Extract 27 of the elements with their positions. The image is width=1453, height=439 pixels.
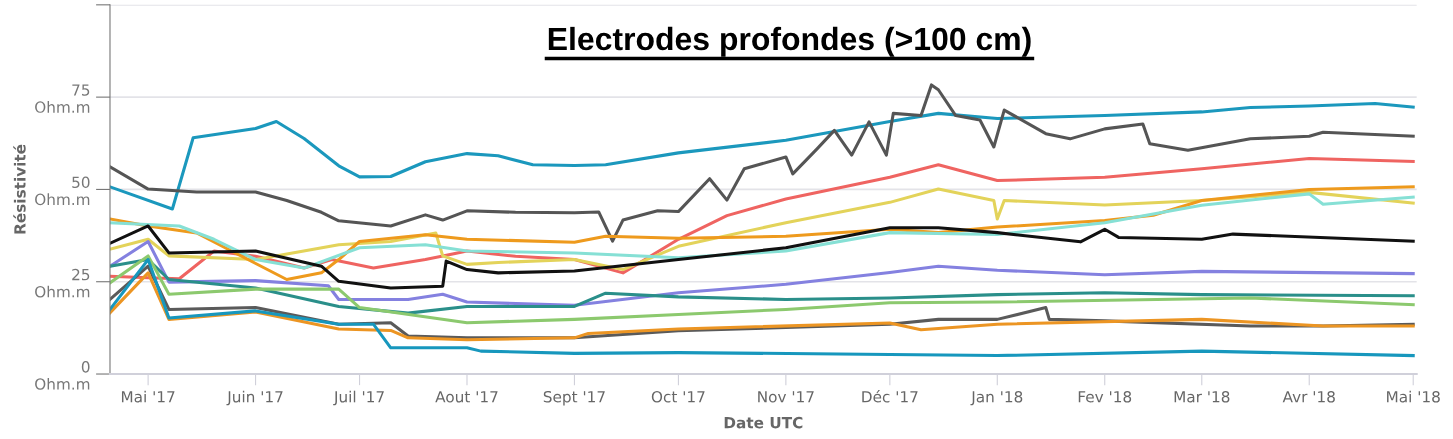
x-tick-label: Mar '18 [1174, 390, 1230, 403]
x-tick-label: Déc '17 [862, 390, 918, 403]
x-tick-label: Sept '17 [543, 390, 605, 406]
line-series [109, 83, 1415, 243]
line-series [109, 224, 1415, 290]
line-series [109, 254, 1415, 325]
y-axis-title: Résistivité [13, 144, 26, 234]
y-tick-label: 0 Ohm.m [35, 361, 90, 390]
x-tick-label: Oct '17 [651, 390, 705, 403]
line-series [109, 239, 1415, 307]
line-series [109, 258, 1415, 358]
text: Electrodes profondes (>100 cm) [548, 26, 1031, 57]
x-tick-label: Mai '17 [121, 390, 175, 403]
y-tick-label: 50 Ohm.m [35, 176, 90, 206]
x-tick-label: Nov '17 [758, 391, 814, 403]
x-tick-label: Avr '18 [1282, 390, 1335, 403]
x-tick-label: Jan '18 [970, 390, 1023, 406]
line-series [109, 101, 1415, 211]
line-series [109, 258, 1415, 315]
x-tick-label: Juil '17 [333, 390, 384, 406]
x-tick-label: Fev '18 [1078, 390, 1132, 403]
x-tick-label: Mai '18 [1387, 390, 1440, 403]
y-tick-label: 75 Ohm.m [35, 84, 90, 113]
y-tick-label: 25 Ohm.m [35, 268, 90, 298]
x-tick-label: Juin '17 [226, 390, 283, 406]
x-axis-title: Date UTC [724, 416, 803, 429]
x-tick-label: Aout '17 [435, 391, 498, 403]
